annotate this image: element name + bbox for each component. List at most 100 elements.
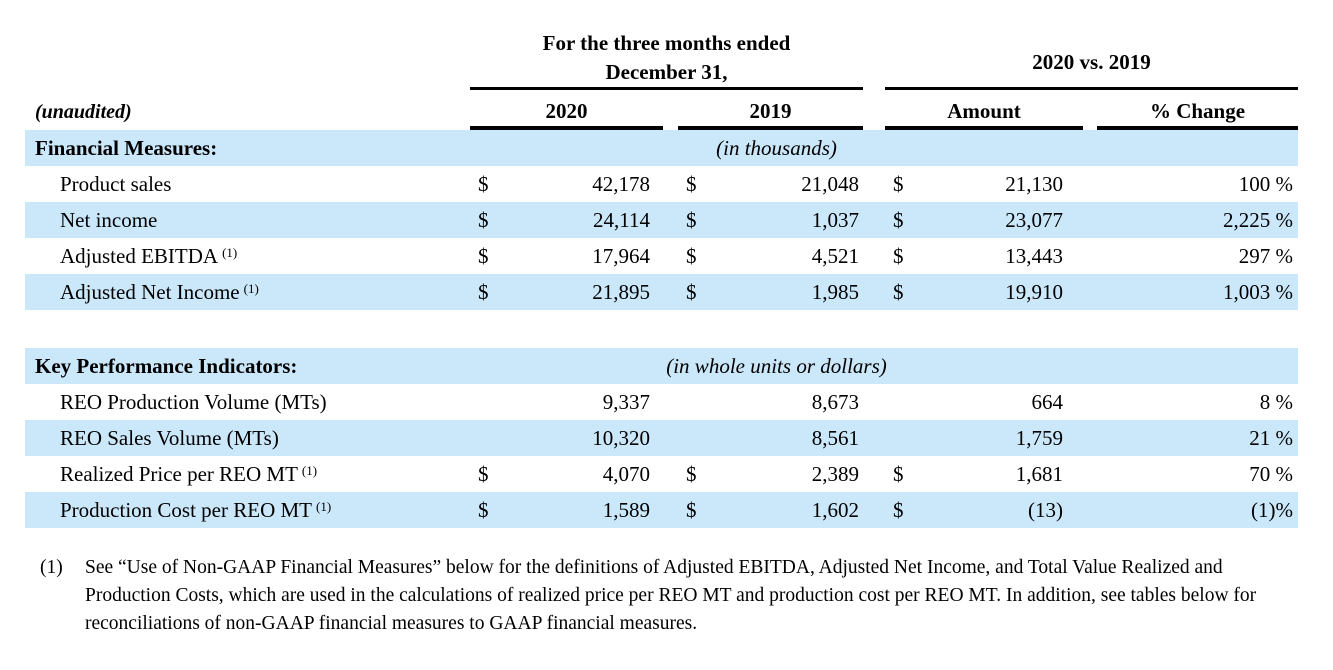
row-reo-production-volume: REO Production Volume (MTs) 9,337 8,673 … (25, 384, 1298, 420)
value-pct-change: 100 % (1238, 171, 1293, 196)
column-header-amount: Amount (885, 90, 1083, 130)
currency-symbol-amount: $ (893, 461, 904, 486)
value-2019: 2,389 (811, 461, 859, 486)
column-header-2020: 2020 (470, 90, 663, 130)
row-production-cost-per-reo-mt: Production Cost per REO MT (1) $ 1,589 $ … (25, 492, 1298, 528)
row-label: Adjusted Net Income (1) (25, 274, 470, 310)
period-header-line2: December 31, (605, 60, 728, 84)
value-2019: 1,602 (811, 497, 859, 522)
currency-symbol-2020: $ (478, 243, 489, 268)
currency-symbol-2020: $ (478, 207, 489, 232)
column-gap (1083, 274, 1097, 310)
value-2020: 24,114 (593, 207, 650, 232)
row-label-text: REO Production Volume (MTs) (60, 389, 327, 414)
currency-symbol-2019 (678, 420, 713, 456)
currency-symbol-amount: $ (893, 207, 904, 232)
value-amount: (13) (1028, 497, 1063, 522)
row-label-text: Product sales (60, 171, 172, 196)
section-header-financial-measures: Financial Measures: (in thousands) (25, 130, 1298, 166)
column-gap (1083, 420, 1097, 456)
column-gap (663, 202, 678, 238)
value-2019: 8,673 (811, 389, 859, 414)
column-gap (663, 420, 678, 456)
currency-symbol-2019: $ (686, 497, 697, 522)
column-gap (1083, 166, 1097, 202)
period-group-header: For the three months ended December 31, (470, 22, 863, 90)
footnote-ref: (1) (243, 281, 259, 296)
currency-symbol-amount: $ (893, 279, 904, 304)
row-label-text: Net income (60, 207, 158, 232)
row-net-income: Net income $ 24,114 $ 1,037 $ 23,077 2,2… (25, 202, 1298, 238)
row-realized-price-per-reo-mt: Realized Price per REO MT (1) $ 4,070 $ 2… (25, 456, 1298, 492)
currency-symbol-2020 (470, 384, 505, 420)
value-amount: 21,130 (1005, 171, 1063, 196)
row-product-sales: Product sales $ 42,178 $ 21,048 $ 21,130… (25, 166, 1298, 202)
value-2020: 42,178 (592, 171, 650, 196)
column-gap (863, 238, 885, 274)
section-spacer (25, 310, 1298, 348)
section-title: Financial Measures: (35, 135, 218, 160)
unit-note: (in thousands) (716, 135, 837, 160)
value-2020: 10,320 (592, 425, 650, 450)
section-title: Key Performance Indicators: (35, 353, 298, 378)
group-header-row: For the three months ended December 31, … (25, 22, 1298, 90)
row-label: Production Cost per REO MT (1) (25, 492, 470, 528)
column-gap (1083, 456, 1097, 492)
section-header-key-performance-indicators: Key Performance Indicators: (in whole un… (25, 348, 1298, 384)
column-gap (863, 492, 885, 528)
value-2020: 21,895 (592, 279, 650, 304)
currency-symbol-2020: $ (478, 461, 489, 486)
row-label: Realized Price per REO MT (1) (25, 456, 470, 492)
column-gap (663, 492, 678, 528)
column-gap (863, 420, 885, 456)
value-pct-change: (1)% (1251, 497, 1293, 522)
value-amount: 23,077 (1005, 207, 1063, 232)
row-label: Adjusted EBITDA (1) (25, 238, 470, 274)
currency-symbol-2019: $ (686, 279, 697, 304)
value-2020: 9,337 (602, 389, 650, 414)
column-gap (863, 202, 885, 238)
column-header-2019: 2019 (678, 90, 863, 130)
row-adjusted-ebitda: Adjusted EBITDA (1) $ 17,964 $ 4,521 $ 13… (25, 238, 1298, 274)
footnote-ref: (1) (301, 463, 318, 478)
value-pct-change: 297 % (1238, 243, 1293, 268)
column-gap (663, 384, 678, 420)
currency-symbol-2019 (678, 384, 713, 420)
period-header-line1: For the three months ended (542, 31, 791, 55)
currency-symbol-2019: $ (686, 171, 697, 196)
row-label-text: Realized Price per REO MT (60, 461, 298, 486)
currency-symbol-amount: $ (893, 243, 904, 268)
value-amount: 1,681 (1015, 461, 1063, 486)
row-label-text: REO Sales Volume (MTs) (60, 425, 279, 450)
value-2019: 21,048 (801, 171, 859, 196)
currency-symbol-2020: $ (478, 171, 489, 196)
row-label: Product sales (25, 166, 470, 202)
currency-symbol-2019: $ (686, 207, 697, 232)
row-adjusted-net-income: Adjusted Net Income (1) $ 21,895 $ 1,985 … (25, 274, 1298, 310)
column-gap (863, 456, 885, 492)
footnote-text: See “Use of Non-GAAP Financial Measures”… (85, 557, 1257, 634)
financial-summary-table: For the three months ended December 31, … (25, 22, 1298, 528)
column-gap (1083, 492, 1097, 528)
column-gap (663, 456, 678, 492)
value-2020: 17,964 (592, 243, 650, 268)
currency-symbol-2020 (470, 420, 505, 456)
currency-symbol-amount (885, 420, 920, 456)
currency-symbol-2019: $ (686, 243, 697, 268)
currency-symbol-amount: $ (893, 497, 904, 522)
column-gap (1083, 202, 1097, 238)
footnote-ref: (1) (222, 245, 238, 260)
column-gap (863, 166, 885, 202)
column-gap (663, 166, 678, 202)
value-2020: 1,589 (602, 497, 650, 522)
column-gap (1083, 384, 1097, 420)
currency-symbol-2020: $ (478, 497, 489, 522)
value-2019: 1,037 (811, 207, 859, 232)
value-2019: 8,561 (811, 425, 859, 450)
row-label: REO Production Volume (MTs) (25, 384, 470, 420)
row-label: Net income (25, 202, 470, 238)
value-amount: 1,759 (1015, 425, 1063, 450)
value-pct-change: 2,225 % (1223, 207, 1293, 232)
currency-symbol-2020: $ (478, 279, 489, 304)
